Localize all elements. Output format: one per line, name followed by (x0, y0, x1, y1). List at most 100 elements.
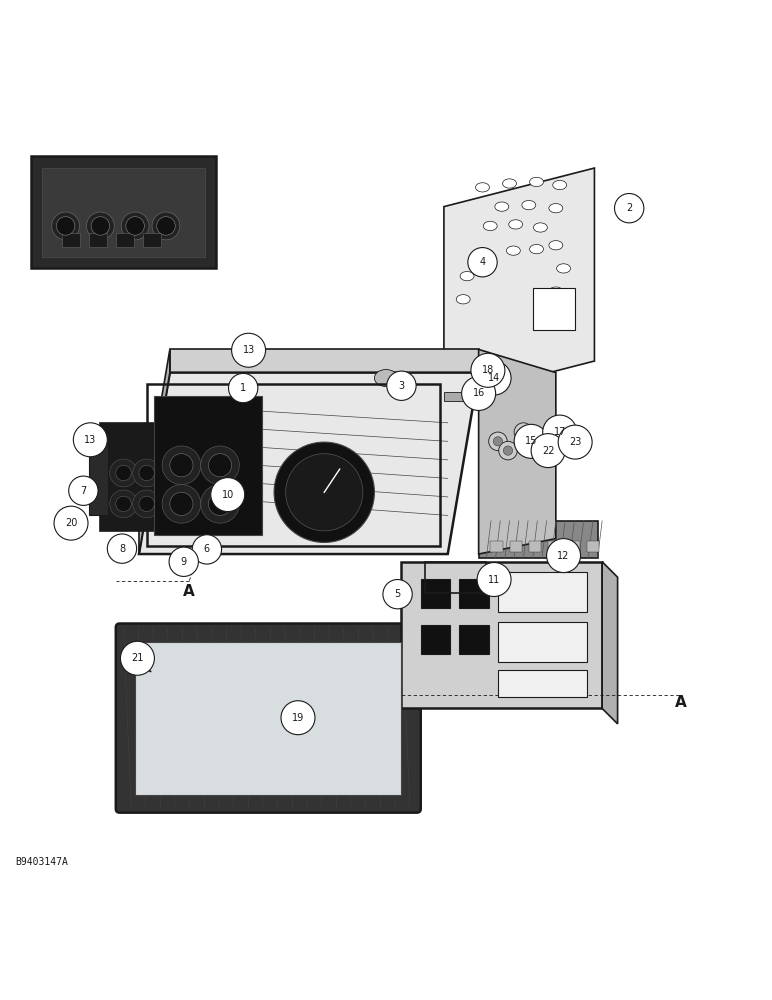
FancyBboxPatch shape (510, 541, 522, 552)
Circle shape (201, 485, 239, 523)
Text: 9: 9 (181, 557, 187, 567)
Circle shape (211, 478, 245, 512)
Ellipse shape (460, 271, 474, 281)
Circle shape (519, 427, 528, 437)
Text: 13: 13 (84, 435, 96, 445)
FancyBboxPatch shape (100, 423, 170, 531)
Ellipse shape (374, 370, 398, 387)
Circle shape (232, 333, 266, 367)
FancyBboxPatch shape (567, 541, 580, 552)
Circle shape (281, 701, 315, 735)
Circle shape (116, 465, 131, 481)
Text: 2: 2 (626, 203, 632, 213)
FancyBboxPatch shape (490, 541, 503, 552)
Circle shape (286, 454, 363, 531)
Circle shape (133, 459, 161, 487)
Text: 16: 16 (472, 388, 485, 398)
Circle shape (139, 496, 154, 512)
FancyBboxPatch shape (116, 233, 134, 247)
Ellipse shape (476, 183, 489, 192)
Circle shape (477, 361, 511, 395)
Circle shape (514, 423, 533, 441)
Text: 3: 3 (398, 381, 405, 391)
Circle shape (615, 194, 644, 223)
Polygon shape (170, 349, 479, 373)
Ellipse shape (541, 302, 555, 312)
Polygon shape (479, 349, 556, 554)
FancyBboxPatch shape (498, 670, 587, 697)
Circle shape (503, 446, 513, 455)
FancyBboxPatch shape (498, 572, 587, 612)
Text: 6: 6 (204, 544, 210, 554)
Polygon shape (602, 562, 618, 724)
Circle shape (383, 580, 412, 609)
Circle shape (208, 492, 232, 515)
Ellipse shape (522, 200, 536, 210)
Circle shape (110, 490, 137, 518)
FancyBboxPatch shape (529, 541, 541, 552)
Circle shape (133, 490, 161, 518)
FancyBboxPatch shape (62, 233, 80, 247)
FancyBboxPatch shape (421, 579, 450, 608)
Text: A: A (675, 695, 687, 710)
FancyBboxPatch shape (479, 521, 598, 558)
Ellipse shape (506, 246, 520, 255)
Text: 23: 23 (569, 437, 581, 447)
Ellipse shape (557, 264, 571, 273)
Circle shape (547, 539, 581, 573)
Circle shape (528, 438, 537, 448)
Text: 19: 19 (292, 713, 304, 723)
Circle shape (558, 425, 592, 459)
Circle shape (52, 212, 80, 240)
Ellipse shape (456, 295, 470, 304)
Circle shape (489, 432, 507, 451)
Circle shape (91, 217, 110, 235)
Circle shape (116, 496, 131, 512)
Circle shape (523, 434, 542, 452)
Circle shape (468, 248, 497, 277)
Ellipse shape (509, 220, 523, 229)
Circle shape (56, 217, 75, 235)
Ellipse shape (530, 177, 543, 187)
FancyBboxPatch shape (89, 233, 107, 247)
Circle shape (139, 465, 154, 481)
FancyBboxPatch shape (587, 541, 599, 552)
Polygon shape (139, 349, 170, 554)
Text: 20: 20 (65, 518, 77, 528)
Text: 14: 14 (488, 373, 500, 383)
Text: 7: 7 (80, 486, 86, 496)
Text: A: A (183, 584, 195, 599)
Ellipse shape (549, 287, 563, 296)
Circle shape (121, 212, 149, 240)
Circle shape (274, 442, 374, 542)
Ellipse shape (549, 204, 563, 213)
Ellipse shape (549, 241, 563, 250)
FancyBboxPatch shape (116, 624, 421, 813)
FancyBboxPatch shape (154, 396, 262, 535)
Text: 4: 4 (479, 257, 486, 267)
Text: 12: 12 (557, 551, 570, 561)
Text: 5: 5 (394, 589, 401, 599)
Ellipse shape (533, 223, 547, 232)
Text: 11: 11 (488, 575, 500, 585)
Circle shape (110, 459, 137, 487)
Circle shape (54, 506, 88, 540)
Circle shape (387, 371, 416, 400)
Circle shape (120, 641, 154, 675)
Circle shape (514, 424, 548, 458)
Ellipse shape (553, 180, 567, 190)
Circle shape (477, 563, 511, 596)
Text: 21: 21 (131, 653, 144, 663)
Circle shape (229, 373, 258, 403)
Circle shape (169, 547, 198, 576)
Circle shape (170, 454, 193, 477)
Circle shape (493, 437, 503, 446)
Circle shape (192, 535, 222, 564)
Circle shape (471, 353, 505, 387)
Text: B9403147A: B9403147A (15, 857, 68, 867)
Circle shape (201, 446, 239, 485)
FancyBboxPatch shape (135, 642, 401, 795)
Circle shape (531, 434, 565, 468)
Text: 22: 22 (542, 446, 554, 456)
FancyBboxPatch shape (89, 438, 108, 515)
